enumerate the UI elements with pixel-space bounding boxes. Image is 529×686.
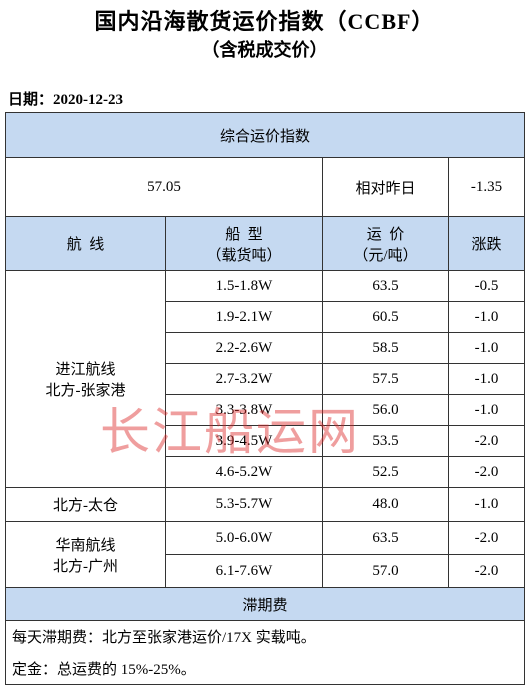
ship-size: 1.9-2.1W (165, 301, 323, 333)
cell-line: 涨跌 (471, 237, 502, 253)
cell-line: 航 线 (66, 237, 105, 253)
change: -1.0 (447, 332, 526, 364)
date: 日期：2020-12-23 (8, 88, 123, 109)
price: 60.5 (322, 301, 449, 333)
table-row: 定金：总运费的 15%-25%。 (4, 652, 526, 685)
cell-line: 船 型 (225, 226, 263, 243)
change: -1.0 (447, 363, 526, 395)
table-row: 滞期费 (4, 587, 526, 621)
table-row: 每天滞期费：北方至张家港运价/17X 实载吨。 (4, 620, 526, 653)
cell-line: 北方-张家港 (45, 383, 126, 399)
table-row: 2.7-3.2W 57.5 -1.0 (6, 363, 526, 395)
price: 48.0 (322, 487, 449, 522)
table-row: 1.9-2.1W 60.5 -1.0 (6, 301, 526, 333)
price: 63.5 (322, 270, 449, 302)
column-header: 船 型 （载货吨） (165, 216, 323, 271)
column-header: 航 线 (5, 216, 166, 271)
table-row: 综合运价指数 (4, 112, 526, 158)
table-row: 3.9-4.5W 53.5 -2.0 (6, 425, 526, 457)
date-value: 2020-12-23 (53, 92, 124, 108)
change: -0.5 (447, 270, 526, 302)
route: 华南航线北方-广州 (5, 521, 166, 588)
cell-line: 华南航线 (55, 537, 116, 554)
table-row: 4.6-5.2W 52.5 -2.0 (6, 456, 526, 488)
ship-size: 4.6-5.2W (165, 456, 323, 488)
price: 57.0 (322, 554, 449, 588)
table-row: 2.2-2.6W 58.5 -1.0 (6, 332, 526, 364)
ship-size: 5.0-6.0W (165, 521, 323, 555)
change: -2.0 (447, 456, 526, 488)
price: 58.5 (322, 332, 449, 364)
price: 56.0 (322, 394, 449, 426)
index-title: 综合运价指数 (4, 112, 526, 158)
cell-line: （元/吨） (353, 247, 418, 264)
change: -1.0 (447, 394, 526, 426)
ship-size: 2.7-3.2W (165, 363, 323, 395)
freight-table: 综合运价指数 57.05 相对昨日 -1.35 航 线 船 型 （载货吨） 运 价 （元/吨） 涨… (4, 112, 526, 685)
table-row: 57.05 相对昨日 -1.35 (5, 157, 526, 217)
cell-line: 北方-太仓 (53, 498, 118, 514)
cell-line: 北方-广州 (53, 558, 118, 575)
change: -2.0 (447, 425, 526, 457)
column-header: 运 价 （元/吨） (322, 216, 449, 271)
cell-line: 进江航线 (55, 362, 116, 378)
change: -2.0 (447, 554, 526, 588)
price: 57.5 (322, 363, 449, 395)
cell-line: （载货吨） (206, 247, 282, 264)
cell-line: 运 价 (366, 226, 405, 243)
column-header: 涨跌 (447, 216, 526, 271)
ship-size: 1.5-1.8W (165, 270, 323, 302)
table-row: 华南航线 北方-广州 5.0-6.0W 63.5 -2.0 (5, 521, 526, 588)
ship-size: 6.1-7.6W (165, 554, 323, 588)
title: 国内沿海散货运价指数（CCBF） (94, 9, 435, 34)
index-value: 57.05 (5, 157, 323, 217)
ship-size: 3.3-3.8W (165, 394, 323, 426)
change-label: 相对昨日 (322, 157, 449, 217)
table-row: 北方-太仓 5.3-5.7W 48.0 -1.0 (5, 487, 526, 522)
ship-size: 5.3-5.7W (165, 487, 323, 522)
price: 52.5 (322, 456, 449, 488)
route: 进江航线北方-张家港 (5, 270, 166, 488)
change: -1.0 (447, 301, 526, 333)
table-row: 3.3-3.8W 56.0 -1.0 (6, 394, 526, 426)
ship-size: 3.9-4.5W (165, 425, 323, 457)
price: 63.5 (322, 521, 449, 555)
table-row: 航 线 船 型 （载货吨） 运 价 （元/吨） 涨跌 (5, 216, 526, 271)
demurrage-title: 滞期费 (4, 587, 526, 621)
date-label: 日期： (8, 92, 54, 108)
table-row: 进江航线 北方-张家港 1.5-1.8W 63.5 -0.5 (5, 270, 526, 488)
subtitle: （含税成交价） (201, 40, 328, 60)
route: 北方-太仓 (5, 487, 166, 522)
change: -2.0 (447, 521, 526, 555)
change: -1.0 (447, 487, 526, 522)
note: 每天滞期费：北方至张家港运价/17X 实载吨。 (4, 620, 526, 653)
index-change: -1.35 (447, 157, 526, 217)
note: 定金：总运费的 15%-25%。 (4, 652, 526, 685)
price: 53.5 (322, 425, 449, 457)
table-row: 6.1-7.6W 57.0 -2.0 (6, 554, 526, 588)
ship-size: 2.2-2.6W (165, 332, 323, 364)
